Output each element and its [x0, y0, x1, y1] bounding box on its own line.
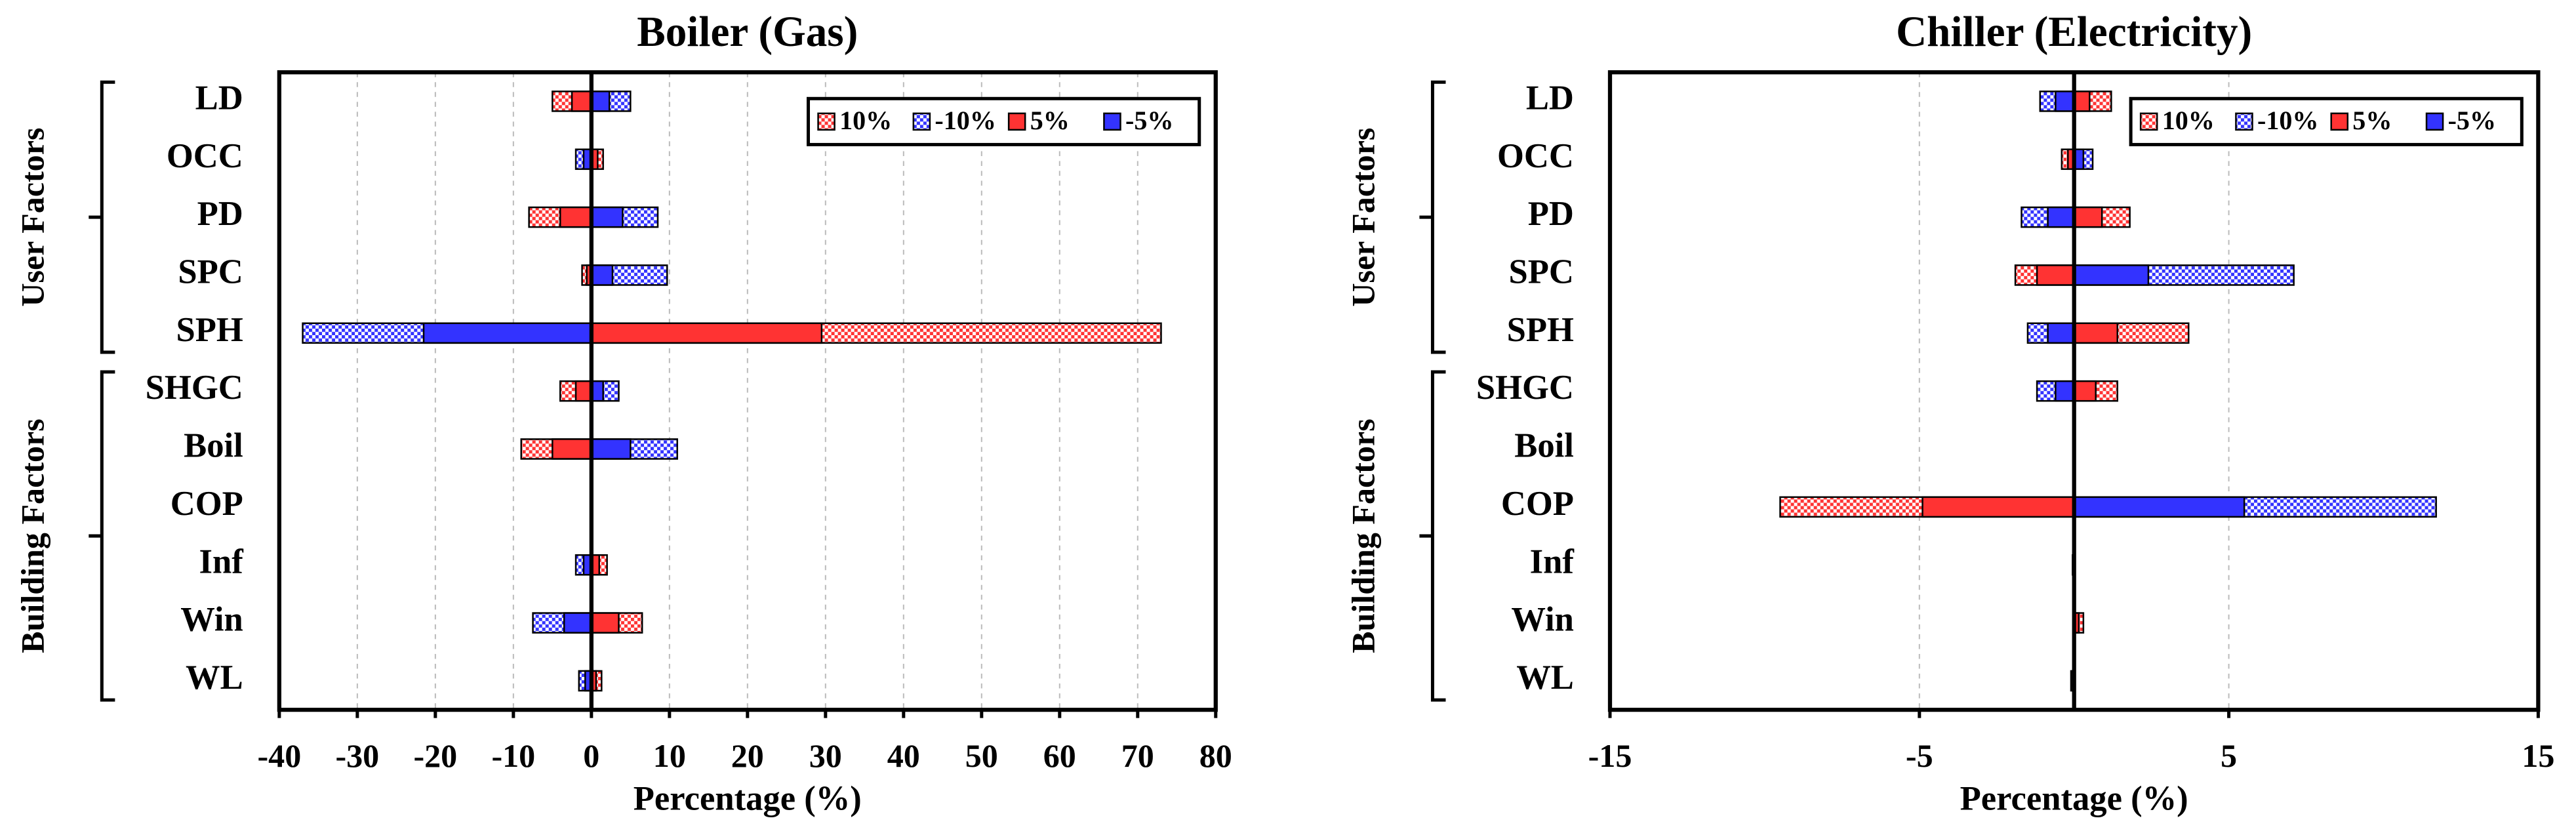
x-tick-label: -15	[1588, 737, 1632, 774]
category-label: LD	[1526, 79, 1574, 117]
x-tick-label: 80	[1199, 737, 1232, 774]
category-label: COP	[171, 485, 243, 523]
bar	[2047, 206, 2075, 228]
legend-box	[2129, 96, 2524, 146]
bar	[2073, 380, 2097, 402]
category-label: PD	[1528, 195, 1574, 233]
legend-label: 10%	[839, 106, 892, 135]
legend-swatch	[2235, 112, 2253, 131]
legend-swatch	[2330, 112, 2349, 131]
category-label: SHGC	[146, 369, 243, 407]
group-brace	[1419, 370, 1446, 702]
category-label: PD	[197, 195, 243, 233]
legend-swatch	[2139, 112, 2158, 131]
x-tick-label: 10	[653, 737, 686, 774]
bar	[2073, 322, 2118, 344]
bar	[2073, 91, 2091, 112]
category-label: SPH	[1507, 311, 1574, 349]
category-label: SHGC	[1476, 369, 1574, 407]
group-label: Building Factors	[1345, 418, 1382, 653]
category-label: SPC	[178, 253, 243, 291]
x-tick-label: 40	[887, 737, 920, 774]
x-tick-label: 60	[1043, 737, 1076, 774]
category-label: SPC	[1509, 253, 1574, 291]
legend-swatch	[1007, 112, 1026, 131]
x-tick-label: 5	[2221, 737, 2237, 774]
x-axis-label: Percentage (%)	[1960, 779, 2188, 817]
bar	[2073, 496, 2245, 518]
chart-title: Boiler (Gas)	[637, 9, 858, 56]
x-axis-label: Percentage (%)	[634, 779, 862, 817]
category-label: Boil	[1514, 427, 1574, 465]
group-brace	[89, 370, 115, 702]
bar	[552, 438, 593, 460]
x-tick-label: -20	[413, 737, 457, 774]
legend-box	[807, 96, 1201, 146]
legend-swatch	[817, 112, 835, 131]
x-tick-label: -5	[1906, 737, 1933, 774]
bar	[422, 322, 593, 344]
group-brace	[1419, 80, 1446, 354]
legend-swatch	[912, 112, 931, 131]
category-label: WL	[186, 659, 243, 697]
x-tick-label: -30	[335, 737, 379, 774]
legend-swatch	[2425, 112, 2444, 131]
legend-swatch	[1103, 112, 1121, 131]
category-label: Win	[1511, 601, 1574, 639]
bar	[2036, 264, 2075, 286]
bar	[590, 264, 614, 286]
bar	[563, 612, 593, 634]
legend-label: 5%	[1030, 106, 1070, 135]
category-label: COP	[1501, 485, 1574, 523]
plot-frame	[277, 70, 1218, 712]
bar	[559, 206, 593, 228]
category-label: OCC	[1497, 137, 1574, 175]
x-tick-label: 70	[1121, 737, 1154, 774]
x-tick-label: -10	[491, 737, 535, 774]
group-label: User Factors	[14, 128, 51, 307]
bar	[590, 438, 632, 460]
legend-label: -5%	[1125, 106, 1173, 135]
bar	[2055, 380, 2075, 402]
bar	[574, 380, 593, 402]
bar	[571, 91, 593, 112]
legend-label: -10%	[2257, 106, 2319, 135]
category-label: WL	[1516, 659, 1574, 697]
bar	[2055, 91, 2075, 112]
bar	[590, 91, 611, 112]
bar	[1922, 496, 2075, 518]
x-tick-label: 15	[2522, 737, 2554, 774]
legend-label: 5%	[2352, 106, 2392, 135]
x-tick-label: 0	[583, 737, 599, 774]
category-label: OCC	[167, 137, 243, 175]
plot-frame	[1607, 70, 2541, 712]
legend-label: -5%	[2448, 106, 2496, 135]
x-tick-label: -40	[257, 737, 301, 774]
group-label: User Factors	[1345, 128, 1382, 307]
legend-label: 10%	[2162, 106, 2215, 135]
chart-title: Chiller (Electricity)	[1896, 9, 2252, 56]
bar	[590, 612, 620, 634]
x-tick-label: 20	[731, 737, 764, 774]
category-label: LD	[195, 79, 243, 117]
bar	[2073, 206, 2103, 228]
category-label: Boil	[184, 427, 243, 465]
x-tick-label: 30	[809, 737, 842, 774]
bar	[2073, 264, 2150, 286]
category-label: Win	[180, 601, 243, 639]
legend-label: -10%	[935, 106, 996, 135]
category-label: Inf	[199, 542, 245, 580]
category-label: Inf	[1530, 542, 1575, 580]
bar	[590, 322, 823, 344]
category-label: SPH	[176, 311, 243, 349]
x-tick-label: 50	[965, 737, 998, 774]
bar	[590, 206, 624, 228]
bar	[2047, 322, 2075, 344]
group-brace	[89, 80, 115, 354]
group-label: Building Factors	[14, 418, 51, 653]
